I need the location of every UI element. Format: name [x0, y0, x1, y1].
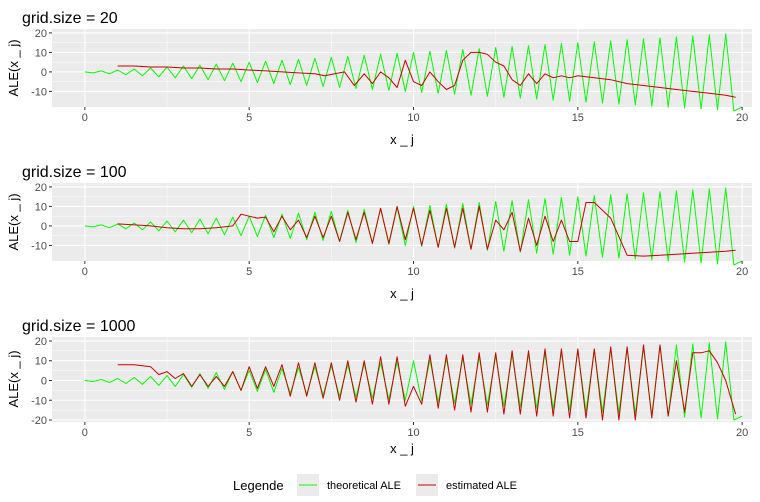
y-tick-label: 20 [35, 182, 47, 194]
x-tick-label: 5 [246, 266, 252, 278]
legend-title: Legende [233, 478, 284, 493]
y-tick-label: 10 [35, 356, 47, 368]
y-tick-label: -10 [31, 240, 47, 252]
x-axis: 0 5 10 15 20 [82, 261, 748, 278]
y-axis-title: ALE(x _ j) [6, 350, 21, 407]
estimated-ale-line [117, 344, 737, 421]
x-tick-label: 20 [736, 266, 748, 278]
y-axis: -20 -10 0 10 20 [31, 336, 52, 427]
theoretical-line-group [84, 33, 743, 112]
y-axis: -10 0 10 20 [31, 28, 52, 98]
x-axis-title: x _ j [390, 286, 414, 301]
plot-background [52, 29, 752, 107]
theoretical-ale-line [84, 187, 743, 266]
estimated-line-group [117, 344, 737, 421]
y-tick-label: 10 [35, 201, 47, 213]
y-tick-label: 0 [41, 221, 47, 233]
x-axis: 0 5 10 15 20 [82, 107, 748, 124]
x-tick-label: 5 [246, 427, 252, 439]
panel-title: grid.size = 20 [22, 10, 118, 27]
x-tick-label: 10 [407, 266, 419, 278]
estimated-line-group [117, 51, 736, 98]
estimated-ale-line [117, 202, 736, 257]
y-tick-label: 20 [35, 28, 47, 40]
x-tick-label: 20 [736, 427, 748, 439]
x-tick-label: 10 [407, 112, 419, 124]
theoretical-line-group [84, 187, 743, 266]
x-tick-label: 10 [407, 427, 419, 439]
legend-label-theoretical: theoretical ALE [327, 480, 401, 492]
x-tick-label: 15 [572, 427, 584, 439]
x-tick-label: 5 [246, 112, 252, 124]
y-tick-label: 0 [41, 375, 47, 387]
y-tick-label: -20 [31, 415, 47, 427]
y-tick-label: 20 [35, 336, 47, 348]
panel-grid-size-20: grid.size = 20 -10 0 10 20 0 5 10 15 20 x _ j A… [6, 10, 752, 147]
x-tick-label: 0 [82, 112, 88, 124]
legend: Legende theoretical ALE estimated ALE [233, 474, 517, 496]
plot-background [52, 183, 752, 261]
y-tick-label: 0 [41, 67, 47, 79]
x-tick-label: 15 [572, 112, 584, 124]
x-axis-title: x _ j [390, 441, 414, 456]
panel-title: grid.size = 100 [22, 164, 127, 181]
x-axis-title: x _ j [390, 132, 414, 147]
estimated-ale-line [117, 51, 736, 98]
legend-label-estimated: estimated ALE [446, 480, 517, 492]
x-tick-label: 0 [82, 427, 88, 439]
estimated-line-group [117, 202, 736, 257]
y-axis-title: ALE(x _ j) [6, 193, 21, 250]
y-tick-label: -10 [31, 86, 47, 98]
y-axis: -10 0 10 20 [31, 182, 52, 252]
x-axis: 0 5 10 15 20 [82, 422, 748, 439]
y-axis-title: ALE(x _ j) [6, 39, 21, 96]
x-tick-label: 0 [82, 266, 88, 278]
x-tick-label: 15 [572, 266, 584, 278]
x-tick-label: 20 [736, 112, 748, 124]
y-tick-label: 10 [35, 47, 47, 59]
y-tick-label: -10 [31, 395, 47, 407]
theoretical-ale-line [84, 33, 743, 112]
panel-title: grid.size = 1000 [22, 318, 136, 335]
panel-grid-size-1000: grid.size = 1000 -20 -10 0 10 20 0 5 10 15 20 x … [6, 318, 752, 456]
plot-background [52, 337, 752, 422]
